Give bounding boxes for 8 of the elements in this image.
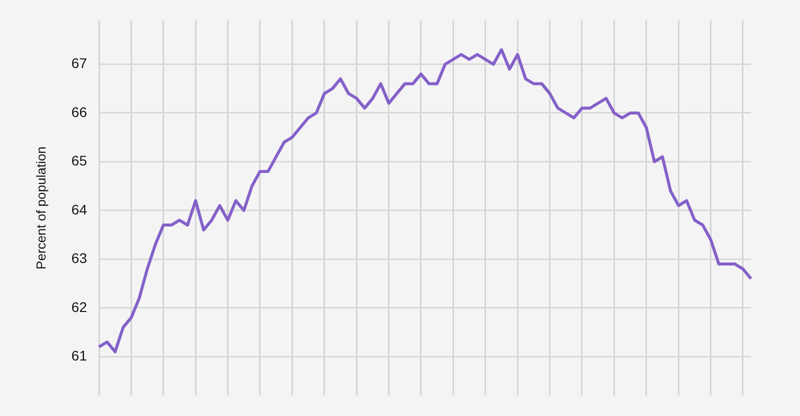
y-tick-label: 61 [71, 347, 88, 364]
y-tick-label: 65 [71, 152, 88, 169]
y-axis-title: Percent of population [33, 146, 48, 270]
y-tick-label: 67 [71, 55, 88, 72]
y-tick-label: 63 [71, 250, 88, 266]
y-tick-label: 62 [71, 298, 88, 315]
y-tick-label: 64 [71, 201, 88, 218]
y-tick-label: 66 [71, 104, 88, 120]
